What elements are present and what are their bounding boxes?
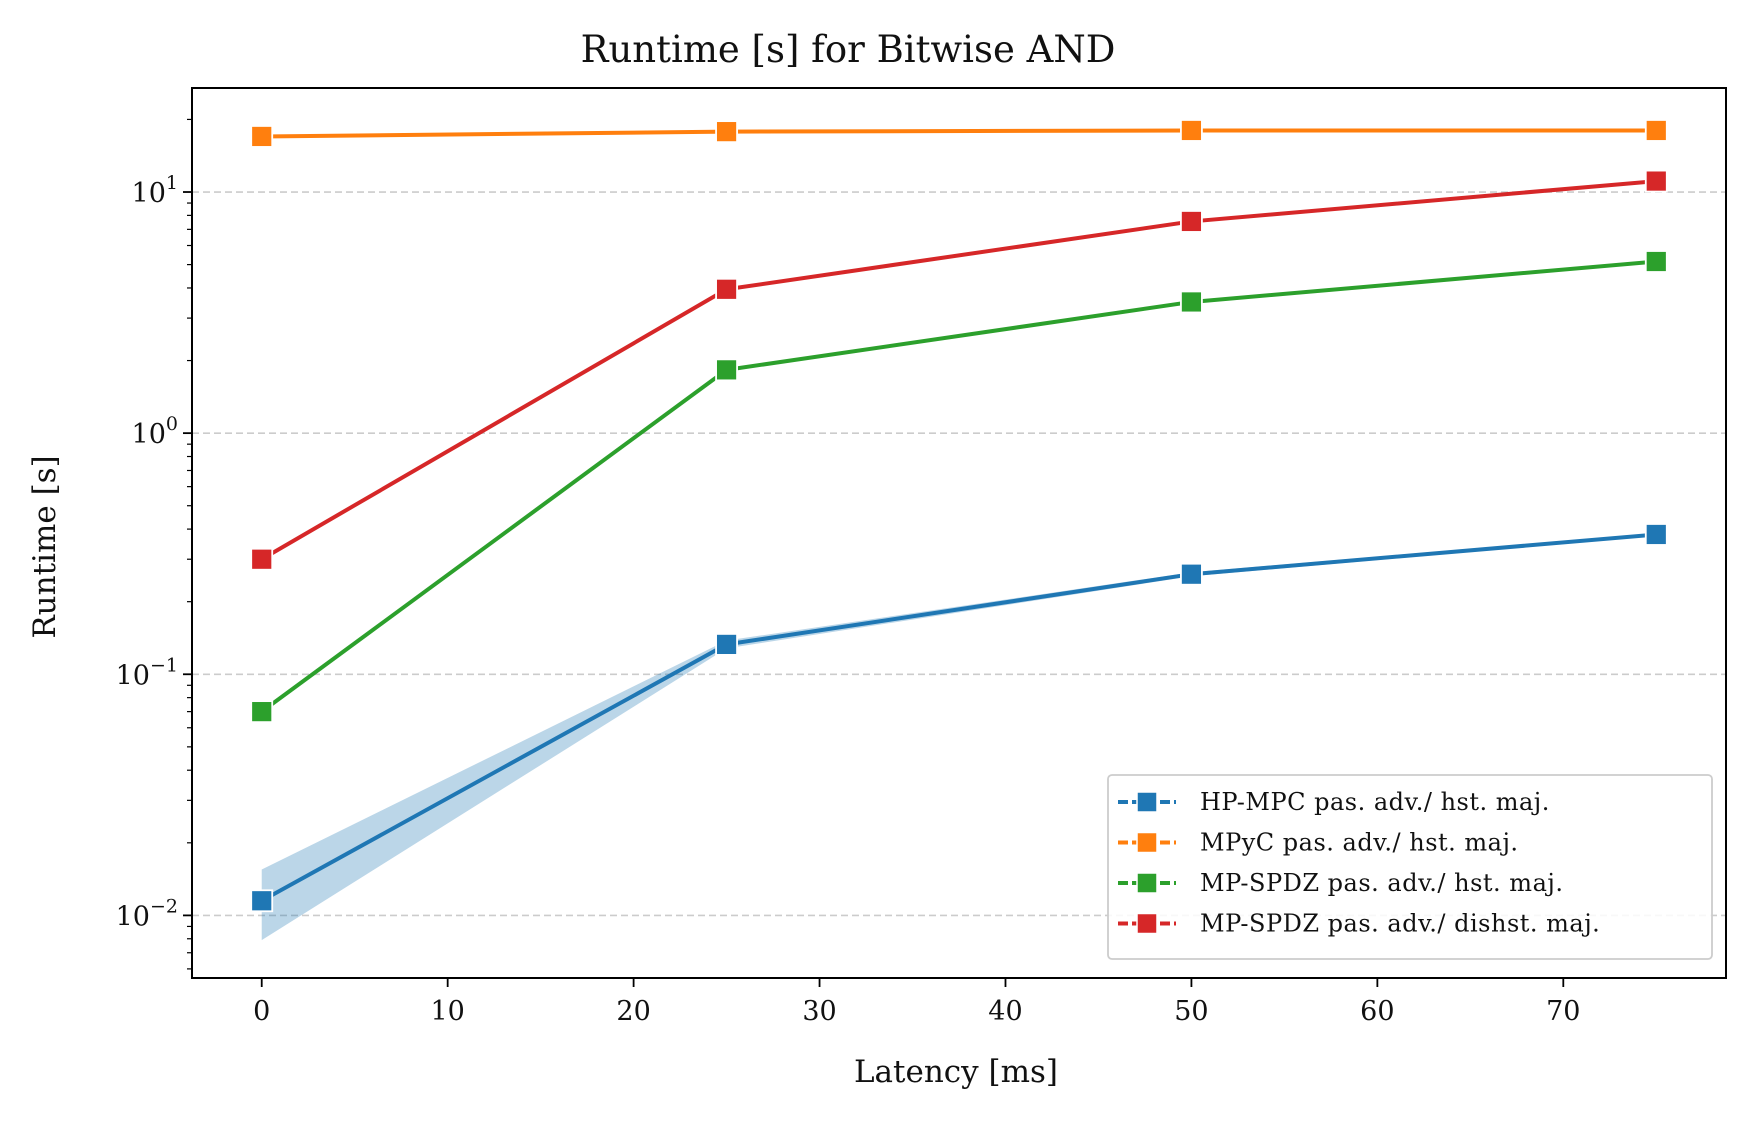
series-line bbox=[261, 128, 1657, 139]
data-point-marker bbox=[250, 547, 274, 571]
series-line bbox=[260, 532, 1657, 903]
x-tick-label: 60 bbox=[1360, 996, 1394, 1027]
legend-marker-swatch bbox=[1136, 831, 1158, 854]
data-point-marker bbox=[1644, 250, 1668, 273]
x-tick-label: 10 bbox=[430, 996, 464, 1027]
plot-area-frame bbox=[191, 87, 1727, 979]
legend-marker-swatch bbox=[1136, 912, 1158, 935]
data-point-marker bbox=[1180, 562, 1203, 586]
confidence-bands bbox=[261, 533, 1657, 941]
legend-label: HP-MPC pas. adv./ hst. maj. bbox=[1200, 788, 1550, 816]
x-tick-label: 70 bbox=[1546, 996, 1580, 1027]
data-point-marker bbox=[715, 277, 738, 301]
legend-label: MPyC pas. adv./ hst. maj. bbox=[1200, 829, 1519, 857]
data-point-marker bbox=[715, 120, 738, 144]
data-point-marker bbox=[715, 358, 738, 382]
y-axis-label: Runtime [s] bbox=[27, 455, 63, 638]
confidence-band bbox=[261, 533, 1657, 941]
data-point-marker bbox=[1644, 119, 1668, 142]
legend-box bbox=[1107, 774, 1713, 960]
x-axis-label: Latency [ms] bbox=[854, 1054, 1058, 1090]
data-point-marker bbox=[1180, 290, 1203, 314]
y-tick-label: 10−2 bbox=[116, 895, 178, 932]
x-tick-label: 40 bbox=[988, 996, 1022, 1027]
y-tick-label: 100 bbox=[132, 413, 178, 450]
legend-label: MP-SPDZ pas. adv./ dishst. maj. bbox=[1200, 910, 1600, 938]
data-point-marker bbox=[1180, 119, 1203, 142]
data-point-marker bbox=[250, 889, 274, 913]
data-point-marker bbox=[1644, 169, 1668, 193]
series-lines bbox=[260, 128, 1657, 903]
y-tick-label: 10−1 bbox=[116, 654, 178, 691]
series-markers bbox=[250, 119, 1668, 913]
legend-label: MP-SPDZ pas. adv./ hst. maj. bbox=[1200, 869, 1563, 897]
legend: HP-MPC pas. adv./ hst. maj. MPyC pas. adv… bbox=[1107, 774, 1713, 960]
x-tick-label: 50 bbox=[1174, 996, 1208, 1027]
data-point-marker bbox=[715, 633, 738, 656]
y-tick-label: 101 bbox=[132, 172, 178, 209]
x-tick-label: 20 bbox=[616, 996, 650, 1027]
series-line bbox=[260, 259, 1657, 714]
x-tick-label: 30 bbox=[802, 996, 836, 1027]
data-point-marker bbox=[1180, 210, 1203, 233]
x-tick-label: 0 bbox=[253, 996, 270, 1027]
chart-title: Runtime [s] for Bitwise AND bbox=[581, 28, 1116, 71]
data-point-marker bbox=[1644, 523, 1668, 546]
data-point-marker bbox=[250, 125, 274, 148]
data-point-marker bbox=[250, 700, 274, 724]
legend-marker-swatch bbox=[1136, 791, 1158, 813]
legend-marker-swatch bbox=[1136, 872, 1158, 894]
series-line bbox=[260, 179, 1657, 561]
